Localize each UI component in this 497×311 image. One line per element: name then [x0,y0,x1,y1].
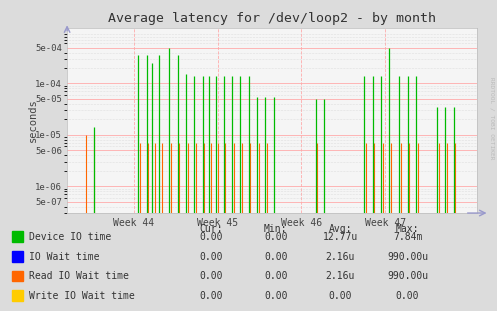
Text: 0.00: 0.00 [396,291,419,301]
Title: Average latency for /dev/loop2 - by month: Average latency for /dev/loop2 - by mont… [108,12,436,26]
Text: Device IO time: Device IO time [29,232,111,242]
Text: 0.00: 0.00 [199,291,223,301]
Text: IO Wait time: IO Wait time [29,252,100,262]
Text: 0.00: 0.00 [199,232,223,242]
Text: RRDTOOL / TOBI OETIKER: RRDTOOL / TOBI OETIKER [490,77,495,160]
Text: 12.77u: 12.77u [323,232,358,242]
Text: 0.00: 0.00 [264,291,288,301]
Text: Read IO Wait time: Read IO Wait time [29,272,129,281]
Text: 2.16u: 2.16u [326,252,355,262]
Text: 2.16u: 2.16u [326,272,355,281]
Text: 7.84m: 7.84m [393,232,422,242]
Text: Cur:: Cur: [199,224,223,234]
Text: 990.00u: 990.00u [387,252,428,262]
Text: 0.00: 0.00 [264,272,288,281]
Text: 0.00: 0.00 [329,291,352,301]
Text: Min:: Min: [264,224,288,234]
Text: 990.00u: 990.00u [387,272,428,281]
Text: 0.00: 0.00 [199,252,223,262]
Text: Avg:: Avg: [329,224,352,234]
Text: Write IO Wait time: Write IO Wait time [29,291,135,301]
Text: 0.00: 0.00 [199,272,223,281]
Text: 0.00: 0.00 [264,232,288,242]
Text: 0.00: 0.00 [264,252,288,262]
Y-axis label: seconds: seconds [27,99,38,142]
Text: Max:: Max: [396,224,419,234]
